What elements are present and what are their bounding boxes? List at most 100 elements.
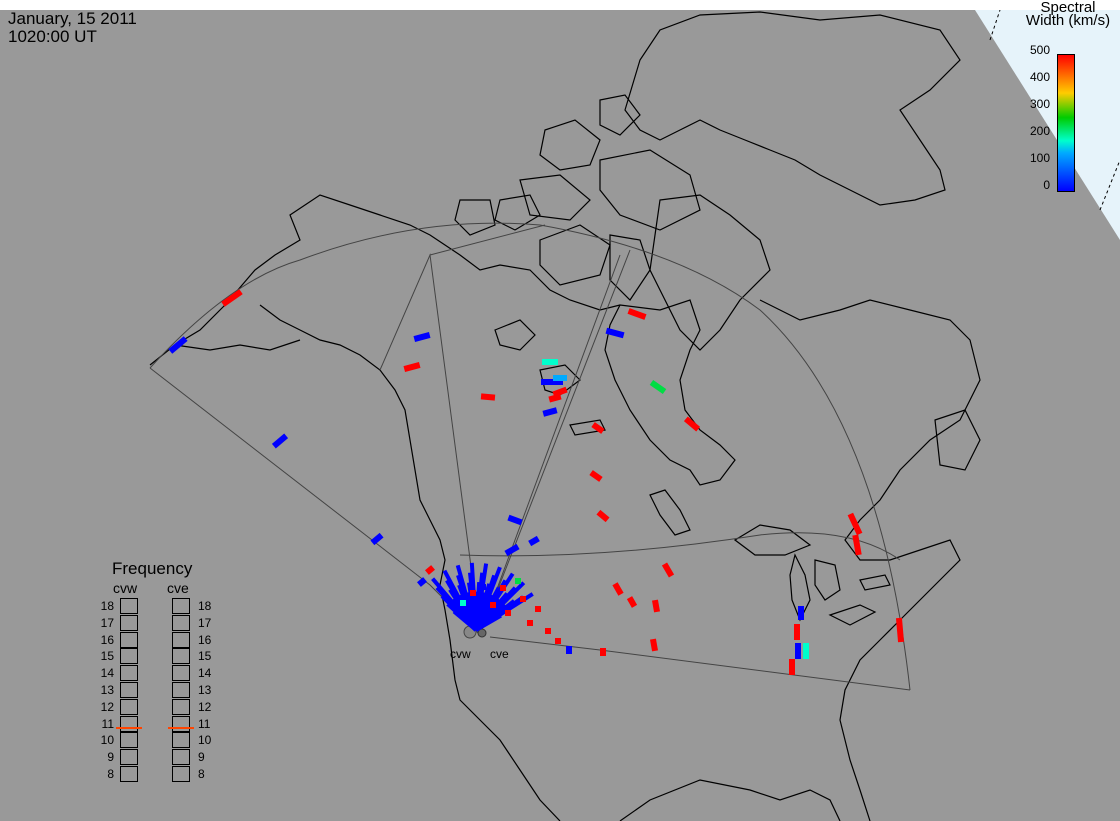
colorbar-tick: 400 — [1029, 70, 1050, 84]
echo-cell — [500, 585, 506, 591]
echo-fan-ray — [474, 613, 502, 632]
frequency-box — [172, 766, 190, 782]
echo-cell — [627, 308, 647, 320]
frequency-box — [172, 614, 190, 631]
frequency-box — [172, 648, 190, 665]
frequency-level-left: 12 — [100, 699, 114, 714]
echo-cell — [649, 379, 667, 395]
echo-cell — [425, 565, 435, 575]
echo-cell — [271, 433, 289, 449]
frequency-level-left: 16 — [100, 632, 114, 647]
lake-winnipeg — [649, 489, 691, 536]
frequency-level-right: 8 — [198, 767, 205, 781]
echo-cell — [683, 416, 701, 432]
frequency-marker-cve — [168, 727, 194, 730]
great-bear-lake — [494, 319, 536, 351]
map-time: 1020:00 UT — [8, 27, 97, 46]
fov-beam-line-1 — [479, 249, 631, 636]
alaska-coast — [149, 194, 621, 366]
echo-cell — [795, 643, 801, 659]
frequency-level-right: 15 — [198, 649, 212, 664]
arctic-island-5 — [539, 224, 611, 286]
frequency-level-left: 17 — [100, 615, 114, 630]
frequency-level-left: 10 — [100, 733, 114, 748]
frequency-level-left: 11 — [101, 716, 114, 731]
us-south-coast — [619, 779, 841, 821]
greenland-outline — [624, 11, 961, 206]
arctic-island-8 — [454, 199, 496, 236]
frequency-box — [120, 598, 138, 614]
frequency-level-right: 9 — [198, 750, 205, 765]
frequency-box — [172, 631, 190, 648]
echo-cell — [460, 600, 466, 606]
newfoundland — [934, 409, 981, 471]
great-lake-erie — [828, 604, 877, 626]
echo-cell — [528, 535, 540, 547]
echo-cell — [605, 327, 625, 339]
echo-cell — [650, 638, 658, 652]
echo-cell — [789, 659, 795, 675]
frequency-box — [120, 631, 138, 648]
frequency-box — [120, 648, 138, 665]
echo-cell — [652, 599, 660, 613]
frequency-radar-cve: cve — [167, 580, 189, 596]
echo-cell — [895, 617, 905, 643]
frequency-radar-cvw: cvw — [113, 580, 138, 596]
echo-cell — [661, 562, 675, 578]
frequency-box — [120, 614, 138, 631]
frequency-marker-cvw — [116, 727, 142, 730]
frequency-level-right: 12 — [198, 699, 212, 714]
frequency-box — [172, 665, 190, 682]
fov-beam-line-3 — [379, 253, 481, 636]
frequency-level-right: 16 — [198, 632, 212, 647]
arctic-island-2 — [599, 94, 641, 136]
echo-cell — [566, 646, 572, 654]
frequency-box — [172, 682, 190, 698]
echo-cell — [589, 470, 603, 482]
colorbar-tick: 100 — [1029, 151, 1050, 165]
arctic-island-6 — [609, 234, 651, 301]
colorbar-tick: 500 — [1029, 43, 1050, 57]
frequency-box — [120, 732, 138, 749]
frequency-box — [120, 749, 138, 766]
echo-cell — [480, 393, 496, 401]
echo-cell — [507, 514, 523, 526]
frequency-box — [172, 732, 190, 749]
radar-fov — [149, 222, 911, 691]
echo-cell — [168, 336, 188, 354]
echo-cell — [490, 602, 496, 608]
echo-cell — [545, 628, 551, 634]
echo-cell — [370, 532, 384, 546]
fov-west-edge — [149, 367, 481, 636]
frequency-level-right: 11 — [198, 716, 211, 731]
echo-cell — [596, 509, 610, 523]
frequency-level-left: 18 — [100, 599, 114, 613]
arctic-island-4 — [599, 149, 701, 231]
echo-cell — [542, 359, 558, 365]
colorbar-tick: 200 — [1029, 124, 1050, 138]
radar-site-cve-marker — [477, 628, 487, 638]
fov-beam-line-4 — [429, 224, 546, 256]
colorbar-title-line2: Width (km/s) — [1025, 12, 1111, 29]
echo-cell — [520, 596, 526, 602]
echo-cell — [798, 606, 804, 620]
colorbar-tick: 0 — [1043, 178, 1050, 192]
echo-cell — [612, 582, 624, 596]
echo-cell — [553, 375, 567, 381]
echo-cell — [221, 289, 243, 307]
echo-cell — [794, 624, 800, 640]
echo-cell — [548, 393, 562, 403]
radar-site-label-cvw: cvw — [450, 647, 471, 661]
map-top-strip — [0, 0, 1120, 10]
hudson-bay — [604, 299, 736, 486]
frequency-box — [172, 749, 190, 766]
frequency-level-right: 17 — [198, 615, 212, 630]
echo-cell — [626, 596, 638, 608]
frequency-box — [120, 715, 138, 732]
echo-cell — [504, 543, 520, 557]
great-lake-huron — [814, 559, 841, 601]
frequency-level-right: 18 — [198, 599, 212, 613]
map-date: January, 15 2011 — [8, 9, 137, 28]
